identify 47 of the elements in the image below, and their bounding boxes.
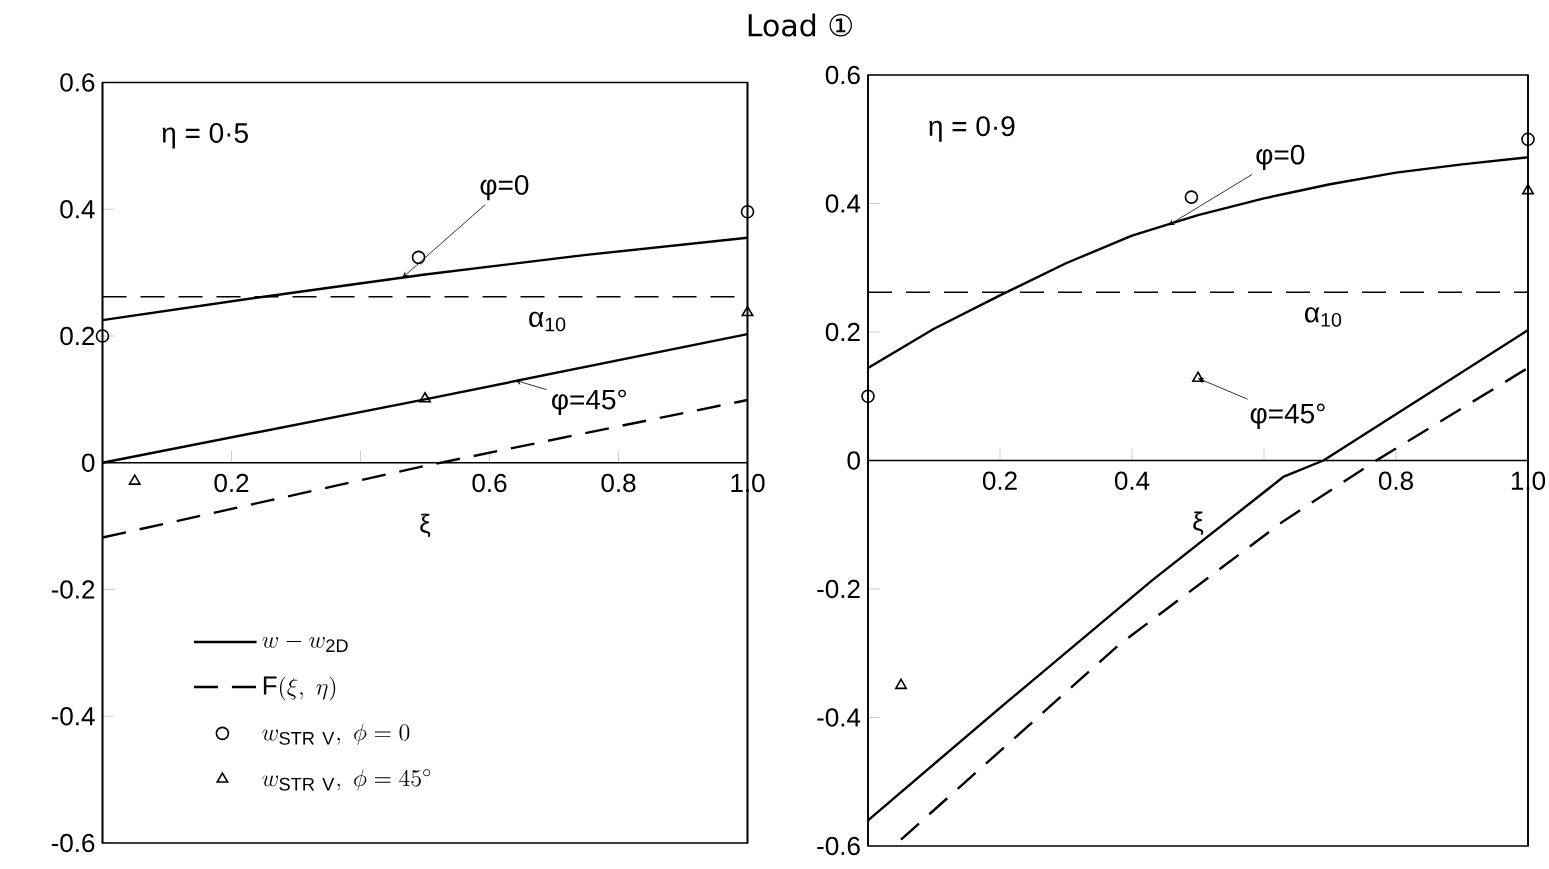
- point: [128, 474, 141, 485]
- y-tick-label: -0.4: [817, 708, 861, 727]
- chart-title: Load ①: [748, 13, 852, 37]
- legend-label: $w_{\mathrm{STR\ V}},\ \phi = 45^{\circ}$: [262, 769, 431, 791]
- legend-label: $w - w_{\mathrm{2D}}$: [262, 636, 348, 652]
- point: [740, 204, 755, 219]
- y-tick-label: -0.2: [51, 580, 95, 599]
- annotation: η = 0·9: [929, 116, 1015, 142]
- x-tick-label: 0.8: [601, 473, 636, 493]
- point: [1521, 132, 1535, 147]
- point: [411, 250, 426, 265]
- y-tick-label: -0.6: [51, 833, 95, 853]
- annotation: φ=0: [480, 174, 529, 201]
- y-tick-label: -0.6: [817, 836, 860, 856]
- annotation: η = 0·5: [162, 123, 248, 149]
- x-tick-label: 0.2: [214, 473, 249, 493]
- y-tick-label: 0.4: [60, 200, 95, 219]
- annotation: φ=45°: [552, 389, 627, 416]
- point: [1522, 183, 1534, 195]
- annotation: φ=0: [1256, 144, 1305, 171]
- point: [1192, 371, 1204, 383]
- y-tick-label: 0.2: [825, 322, 860, 342]
- y-tick-label: 0.4: [825, 194, 861, 213]
- point: [741, 305, 754, 317]
- y-tick-label: 0.6: [825, 65, 860, 85]
- x-tick-label: 0.6: [472, 473, 507, 493]
- legend-label: $\mathrm{F}(\xi,\ \eta)$: [263, 676, 336, 701]
- y-tick-label: 0.6: [60, 73, 95, 92]
- x-axis-title: ξ: [420, 513, 431, 538]
- y-tick-label: 0.2: [60, 326, 95, 346]
- point: [95, 329, 110, 343]
- annotation: φ=45°: [1250, 403, 1325, 429]
- x-tick-label: 0.8: [1378, 471, 1413, 490]
- ref-line-label: α$_{10}$: [529, 311, 566, 332]
- y-tick-label: -0.4: [51, 707, 95, 726]
- point: [1184, 190, 1199, 204]
- x-tick-label: 0.2: [982, 471, 1017, 490]
- point: [861, 389, 875, 404]
- point: [419, 391, 431, 403]
- y-tick-label: 0: [81, 453, 95, 472]
- y-tick-label: 0: [847, 451, 860, 470]
- point: [895, 678, 907, 690]
- x-tick-label: 0.4: [1114, 471, 1150, 490]
- ref-line-label: α$_{10}$: [1305, 307, 1342, 327]
- y-tick-label: -0.2: [817, 579, 860, 599]
- legend-label: $w_{\mathrm{STR\ V}},\ \phi = 0$: [262, 723, 410, 746]
- x-axis-title: ξ: [1193, 511, 1204, 535]
